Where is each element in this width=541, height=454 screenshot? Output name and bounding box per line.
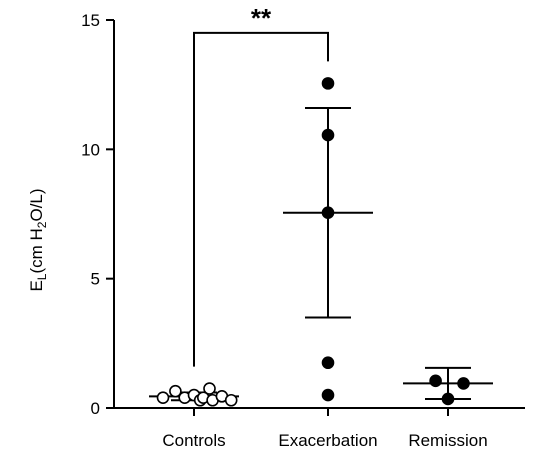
x-tick-label: Controls (162, 431, 225, 450)
significance-bracket: ** (193, 3, 329, 367)
data-point (224, 393, 238, 407)
data-point (321, 206, 335, 220)
y-tick-label: 10 (81, 140, 100, 159)
y-axis-label: EL(cm H2O/L) (27, 188, 49, 291)
data-point (169, 384, 182, 398)
data-point (156, 391, 170, 404)
y-tick-label: 5 (91, 270, 100, 289)
x-axis: Controls Exacerbation Remission (114, 407, 525, 450)
data-point (203, 382, 216, 395)
x-tick-label: Exacerbation (278, 431, 377, 450)
significance-line (193, 31, 329, 367)
significance-label: ** (251, 3, 272, 33)
data-point (321, 77, 335, 90)
data-point (321, 128, 335, 142)
summary-bars (149, 106, 493, 402)
y-axis: 0 5 10 15 (81, 11, 115, 418)
data-points (156, 77, 470, 407)
y-tick-label: 15 (81, 11, 100, 30)
data-point (321, 356, 335, 370)
y-axis-label-group: EL(cm H2O/L) (27, 188, 49, 291)
data-point (321, 388, 335, 402)
y-tick-label: 0 (91, 399, 100, 418)
data-point (457, 377, 470, 390)
data-point (429, 374, 442, 388)
data-point (441, 392, 455, 406)
x-tick-label: Remission (408, 431, 487, 450)
